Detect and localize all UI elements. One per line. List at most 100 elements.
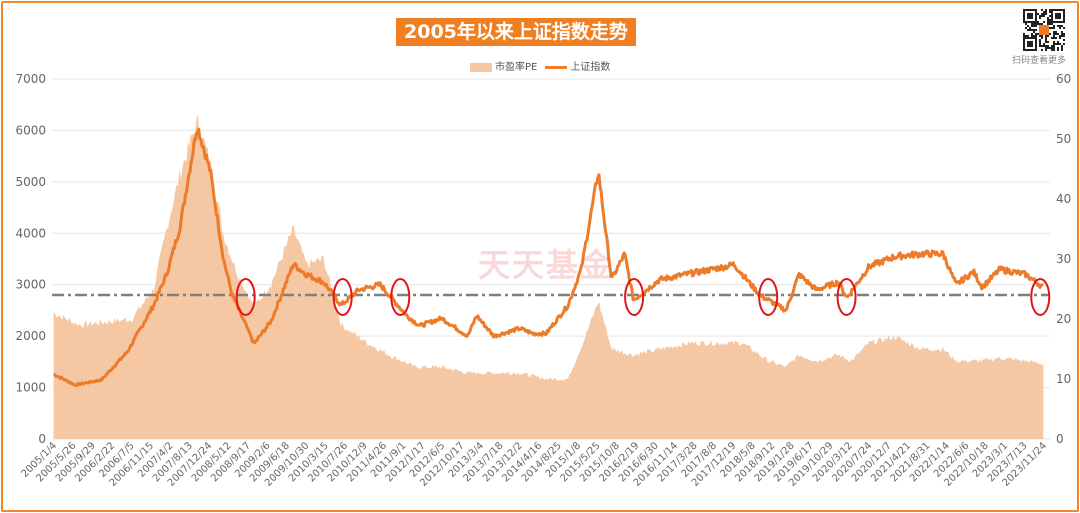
qr-module bbox=[1041, 45, 1043, 47]
qr-module bbox=[1023, 41, 1025, 43]
qr-module bbox=[1031, 29, 1033, 31]
qr-module bbox=[1061, 9, 1063, 11]
qr-module bbox=[1037, 21, 1039, 23]
qr-module bbox=[1031, 41, 1033, 43]
qr-module bbox=[1057, 25, 1059, 27]
qr-module bbox=[1055, 13, 1057, 15]
qr-module bbox=[1029, 41, 1031, 43]
qr-code-icon[interactable] bbox=[1022, 8, 1066, 52]
qr-module bbox=[1029, 37, 1031, 39]
qr-module bbox=[1055, 21, 1057, 23]
highlight-circle bbox=[332, 278, 353, 316]
qr-module bbox=[1043, 43, 1045, 45]
qr-module bbox=[1025, 9, 1027, 11]
qr-module bbox=[1027, 29, 1029, 31]
qr-module bbox=[1055, 17, 1057, 19]
qr-module bbox=[1055, 9, 1057, 11]
qr-module bbox=[1061, 45, 1063, 47]
qr-module bbox=[1051, 9, 1053, 11]
qr-module bbox=[1027, 17, 1029, 19]
qr-module bbox=[1049, 47, 1051, 49]
y-tick-left: 6000 bbox=[15, 123, 46, 137]
qr-module bbox=[1055, 37, 1057, 39]
qr-module bbox=[1023, 21, 1025, 23]
qr-module bbox=[1023, 39, 1025, 41]
qr-module bbox=[1049, 21, 1051, 23]
qr-module bbox=[1047, 23, 1049, 25]
qr-module bbox=[1025, 49, 1027, 51]
qr-module bbox=[1063, 43, 1065, 45]
qr-module bbox=[1029, 43, 1031, 45]
qr-module bbox=[1061, 49, 1063, 51]
qr-module bbox=[1023, 19, 1025, 21]
highlight-circle bbox=[624, 278, 645, 316]
qr-module bbox=[1051, 45, 1053, 47]
qr-module bbox=[1047, 17, 1049, 19]
qr-module bbox=[1035, 37, 1037, 39]
qr-module bbox=[1045, 47, 1047, 49]
chart-title: 2005年以来上证指数走势 bbox=[396, 18, 636, 46]
qr-module bbox=[1049, 15, 1051, 17]
highlight-circle bbox=[836, 278, 857, 316]
legend-label-index: 上证指数 bbox=[570, 62, 611, 73]
qr-module bbox=[1025, 23, 1027, 25]
qr-module bbox=[1035, 9, 1037, 11]
highlight-circle bbox=[235, 278, 256, 316]
qr-module bbox=[1035, 49, 1037, 51]
qr-module bbox=[1039, 17, 1041, 19]
qr-module bbox=[1029, 17, 1031, 19]
y-tick-left: 5000 bbox=[15, 175, 46, 189]
qr-module bbox=[1063, 39, 1065, 41]
qr-module bbox=[1059, 17, 1061, 19]
qr-module bbox=[1035, 39, 1037, 41]
qr-module bbox=[1039, 43, 1041, 45]
qr-module bbox=[1061, 25, 1063, 27]
qr-module bbox=[1045, 45, 1047, 47]
qr-module bbox=[1027, 25, 1029, 27]
qr-module bbox=[1045, 41, 1047, 43]
qr-module bbox=[1051, 11, 1053, 13]
qr-module bbox=[1063, 33, 1065, 35]
qr-module bbox=[1029, 13, 1031, 15]
qr-logo bbox=[1039, 25, 1049, 35]
qr-module bbox=[1047, 41, 1049, 43]
qr-module bbox=[1061, 33, 1063, 35]
qr-module bbox=[1059, 35, 1061, 37]
qr-module bbox=[1037, 13, 1039, 15]
qr-module bbox=[1027, 37, 1029, 39]
qr-module bbox=[1059, 27, 1061, 29]
y-tick-left: 4000 bbox=[15, 226, 46, 240]
qr-module bbox=[1027, 9, 1029, 11]
qr-module bbox=[1051, 21, 1053, 23]
highlight-circle bbox=[390, 278, 411, 316]
qr-module bbox=[1041, 35, 1043, 37]
qr-module bbox=[1029, 45, 1031, 47]
y-tick-left: 7000 bbox=[15, 72, 46, 86]
qr-module bbox=[1027, 45, 1029, 47]
qr-module bbox=[1055, 31, 1057, 33]
qr-module bbox=[1045, 11, 1047, 13]
qr-module bbox=[1039, 23, 1041, 25]
qr-module bbox=[1029, 29, 1031, 31]
qr-module bbox=[1033, 9, 1035, 11]
qr-module bbox=[1041, 49, 1043, 51]
qr-module bbox=[1051, 37, 1053, 39]
highlight-circles bbox=[235, 278, 1051, 316]
highlight-circle bbox=[758, 278, 779, 316]
qr-module bbox=[1023, 35, 1025, 37]
qr-module bbox=[1035, 13, 1037, 15]
qr-module bbox=[1041, 15, 1043, 17]
qr-module bbox=[1029, 15, 1031, 17]
qr-module bbox=[1063, 11, 1065, 13]
qr-module bbox=[1023, 11, 1025, 13]
qr-module bbox=[1023, 13, 1025, 15]
qr-module bbox=[1031, 33, 1033, 35]
series-index-line bbox=[53, 127, 1044, 388]
qr-module bbox=[1053, 43, 1055, 45]
qr-module bbox=[1057, 41, 1059, 43]
qr-module bbox=[1043, 15, 1045, 17]
qr-module bbox=[1057, 49, 1059, 51]
y-tick-right: 0 bbox=[1056, 432, 1064, 446]
qr-module bbox=[1033, 29, 1035, 31]
